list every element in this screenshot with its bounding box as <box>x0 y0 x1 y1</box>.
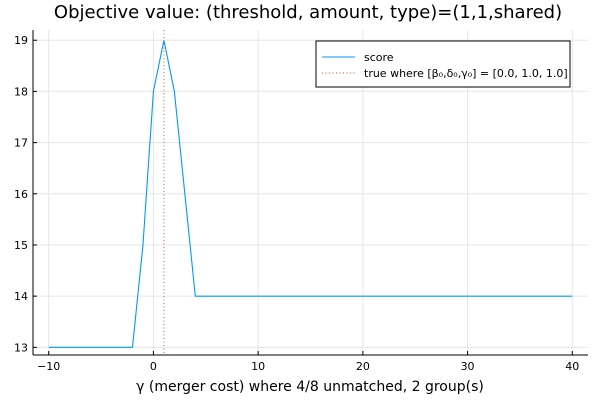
tick-labels: −10 0 10 20 30 40 13 14 15 16 17 18 19 <box>14 34 579 373</box>
y-tick-label: 14 <box>14 290 28 303</box>
y-tick-label: 18 <box>14 85 28 98</box>
data-series <box>48 30 573 355</box>
y-tick-label: 17 <box>14 137 28 150</box>
x-tick-label: 10 <box>251 360 265 373</box>
legend-true-value-label: true where [β₀,δ₀,γ₀] = [0.0, 1.0, 1.0] <box>364 67 568 80</box>
x-tick-label: 20 <box>356 360 370 373</box>
legend-score-label: score <box>364 51 394 64</box>
x-tick-label: 0 <box>150 360 157 373</box>
y-tick-label: 15 <box>14 239 28 252</box>
y-tick-label: 13 <box>14 341 28 354</box>
y-tick-label: 19 <box>14 34 28 47</box>
legend-box <box>315 40 571 88</box>
legend: score true where [β₀,δ₀,γ₀] = [0.0, 1.0,… <box>315 40 571 88</box>
y-tick-label: 16 <box>14 188 28 201</box>
x-tick-label: 40 <box>565 360 579 373</box>
score-series-line <box>48 40 573 348</box>
x-tick-label: −10 <box>37 360 60 373</box>
axes <box>32 30 588 356</box>
chart-title: Objective value: (threshold, amount, typ… <box>54 2 562 23</box>
grid-lines <box>33 30 588 355</box>
x-axis-label: γ (merger cost) where 4/8 unmatched, 2 g… <box>136 379 484 395</box>
x-tick-label: 30 <box>461 360 475 373</box>
